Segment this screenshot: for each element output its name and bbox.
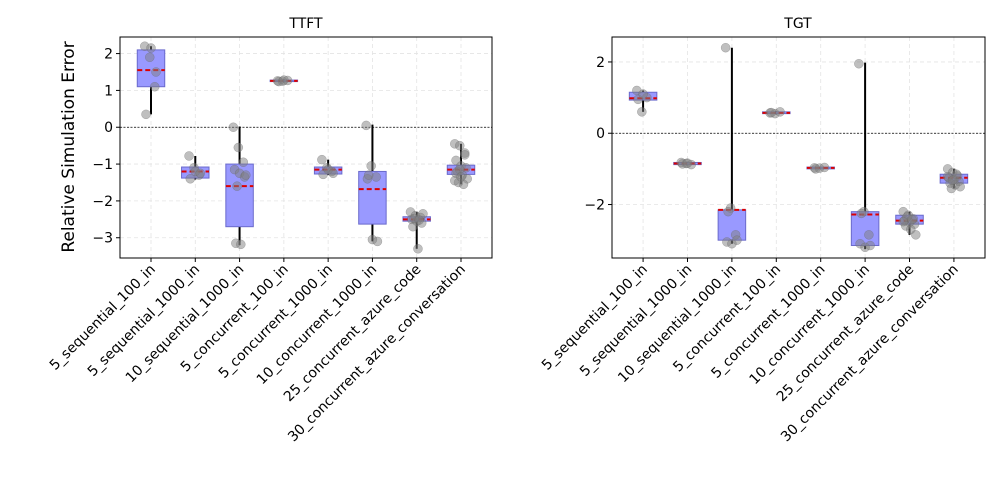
data-point <box>638 89 648 99</box>
data-point <box>810 164 821 174</box>
data-point <box>865 240 875 251</box>
box <box>850 211 880 247</box>
chart-panel-ttft: TTFT Relative Simulation Error 2 1 0 −1 −2 −3… <box>47 16 493 445</box>
data-point <box>819 162 830 173</box>
y-tick-label: 1 <box>104 83 113 99</box>
data-point <box>732 235 742 245</box>
data-point <box>185 174 196 184</box>
data-point <box>238 157 249 167</box>
data-point <box>955 181 965 192</box>
data-point <box>151 67 161 77</box>
data-point <box>947 175 958 186</box>
data-point <box>720 42 731 53</box>
data-point <box>766 107 777 118</box>
data-point <box>456 172 466 182</box>
data-point <box>145 52 155 63</box>
data-point <box>413 244 423 254</box>
data-point <box>459 150 470 160</box>
data-point <box>856 208 867 219</box>
data-point <box>228 122 239 132</box>
data-point <box>723 206 733 217</box>
data-point <box>455 140 465 151</box>
data-point <box>195 168 206 179</box>
data-point <box>141 109 151 120</box>
chart-title: TGT <box>783 16 812 32</box>
data-point <box>317 154 327 165</box>
y-tick-label: −2 <box>92 194 113 210</box>
data-point <box>946 183 957 194</box>
data-point <box>184 151 194 161</box>
data-point <box>682 158 693 168</box>
data-point <box>363 170 374 180</box>
data-point <box>146 43 156 53</box>
data-point <box>637 107 647 117</box>
data-point <box>328 168 338 179</box>
plot-frame <box>119 36 493 259</box>
y-tick-label: 2 <box>104 47 113 63</box>
data-point <box>361 120 371 131</box>
data-point <box>864 230 874 240</box>
chart-panel-tgt: TGT 20−25_sequential_100_in5_sequential_… <box>539 16 986 445</box>
data-point <box>149 81 160 92</box>
data-point <box>233 142 244 153</box>
y-tick-label: −2 <box>584 198 605 214</box>
y-axis-label: Relative Simulation Error <box>59 41 79 252</box>
data-point <box>907 214 917 225</box>
data-point <box>241 170 251 180</box>
data-point <box>775 107 785 117</box>
y-tick-label: −3 <box>92 231 113 247</box>
data-point <box>236 239 246 250</box>
data-point <box>372 236 383 247</box>
chart-title: TTFT <box>288 16 323 32</box>
data-point <box>414 215 424 225</box>
data-point <box>911 230 921 240</box>
y-tick-label: 0 <box>104 120 113 136</box>
data-point <box>232 181 242 191</box>
plot-frame <box>611 36 986 259</box>
data-point <box>898 216 909 227</box>
data-point <box>366 161 376 171</box>
y-tick-label: 0 <box>596 126 605 142</box>
data-point <box>279 75 289 85</box>
data-point <box>854 58 864 69</box>
y-tick-label: −1 <box>92 157 113 173</box>
y-tick-label: 2 <box>596 55 605 71</box>
